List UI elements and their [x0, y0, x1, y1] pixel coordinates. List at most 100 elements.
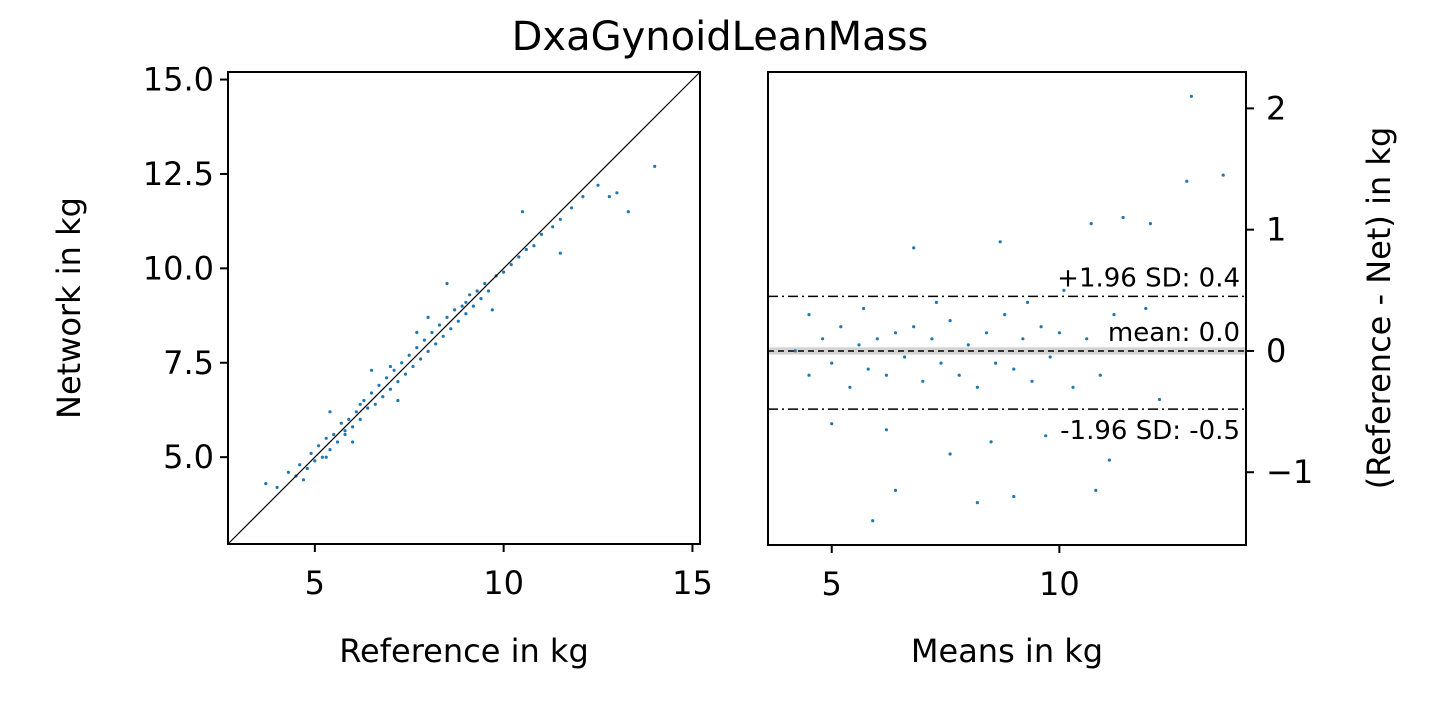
bland-altman-point — [830, 361, 834, 365]
mean-label: mean: 0.0 — [1108, 318, 1240, 348]
scatter-x-tick-label: 10 — [483, 564, 524, 602]
upper-loa-label: +1.96 SD: 0.4 — [1057, 263, 1240, 293]
bland-altman-point — [1094, 488, 1098, 492]
bland-altman-point — [1185, 179, 1189, 183]
scatter-point — [441, 334, 445, 338]
bland-altman-point — [1071, 385, 1075, 389]
bland-altman-x-ticks: 5 10 — [822, 545, 1080, 603]
scatter-point — [468, 293, 472, 297]
scatter-x-tick-label: 15 — [672, 564, 713, 602]
scatter-point — [351, 425, 355, 429]
scatter-point — [403, 372, 408, 376]
scatter-point — [581, 195, 585, 199]
bland-altman-point — [994, 361, 998, 365]
scatter-panel: 5 10 15 5.0 7.5 10.0 12.5 15.0 Reference in kg… — [50, 61, 713, 670]
scatter-point — [426, 315, 430, 319]
scatter-point — [453, 308, 457, 312]
scatter-point — [437, 323, 442, 327]
bland-altman-point — [875, 337, 879, 341]
bland-altman-point — [807, 313, 811, 317]
scatter-point — [524, 247, 528, 252]
bland-altman-point — [857, 343, 861, 347]
bland-altman-point — [984, 331, 989, 335]
bland-altman-point — [912, 246, 916, 250]
bland-altman-point — [830, 422, 834, 426]
scatter-x-ticks: 5 10 15 — [305, 544, 713, 602]
scatter-point — [490, 308, 494, 312]
scatter-y-ticks: 5.0 7.5 10.0 12.5 15.0 — [143, 61, 228, 476]
bland-altman-y-tick-label: 2 — [1266, 89, 1286, 127]
scatter-point — [551, 225, 555, 229]
scatter-point — [264, 482, 268, 486]
bland-altman-point — [1189, 94, 1193, 98]
scatter-x-tick-label: 5 — [305, 564, 325, 602]
bland-altman-point — [1144, 306, 1148, 311]
scatter-point — [460, 304, 464, 308]
bland-altman-point — [989, 440, 993, 444]
bland-altman-point — [1062, 288, 1066, 292]
scatter-point — [332, 432, 336, 437]
scatter-point — [275, 485, 279, 489]
scatter-point — [464, 300, 468, 304]
scatter-point — [354, 410, 358, 414]
scatter-point — [539, 232, 544, 236]
scatter-point — [358, 417, 362, 421]
scatter-point — [509, 263, 513, 267]
bland-altman-point — [1107, 458, 1111, 462]
bland-altman-points — [793, 94, 1225, 523]
scatter-point — [456, 319, 460, 323]
scatter-point — [358, 402, 362, 406]
bland-altman-point — [1012, 494, 1016, 499]
bland-altman-point — [821, 337, 825, 341]
scatter-point — [396, 398, 400, 403]
bland-altman-point — [1044, 434, 1048, 438]
scatter-point — [366, 406, 370, 410]
bland-altman-y-tick-label: 0 — [1266, 332, 1286, 370]
bland-altman-point — [793, 349, 797, 353]
scatter-point — [301, 478, 306, 482]
bland-altman-point — [998, 240, 1002, 244]
bland-altman-point — [862, 306, 866, 311]
mean-band — [768, 347, 1246, 355]
bland-altman-point — [893, 331, 898, 335]
bland-altman-y-label: (Reference - Net) in kg — [1360, 127, 1398, 490]
scatter-point — [373, 402, 377, 406]
scatter-point — [607, 195, 612, 199]
bland-altman-point — [884, 428, 889, 432]
scatter-point — [626, 210, 630, 214]
scatter-y-tick-label: 10.0 — [143, 249, 214, 287]
scatter-point — [520, 210, 525, 214]
scatter-point — [320, 455, 324, 459]
bland-altman-point — [1112, 313, 1116, 317]
scatter-point — [407, 353, 411, 357]
scatter-point — [377, 383, 381, 387]
scatter-point — [596, 183, 600, 187]
scatter-points — [264, 164, 657, 489]
bland-altman-x-tick-label: 5 — [822, 565, 842, 603]
scatter-point — [411, 364, 415, 369]
scatter-point — [317, 444, 321, 448]
bland-altman-point — [975, 385, 980, 389]
scatter-point — [388, 364, 392, 369]
figure-title: DxaGynoidLeanMass — [512, 14, 929, 60]
scatter-point — [502, 270, 506, 274]
bland-altman-x-tick-label: 10 — [1039, 565, 1080, 603]
bland-altman-point — [1157, 397, 1162, 402]
scatter-point — [286, 470, 290, 474]
scatter-y-tick-label: 7.5 — [163, 344, 214, 382]
scatter-point — [328, 448, 332, 452]
scatter-point — [347, 417, 351, 421]
scatter-point — [434, 342, 438, 346]
bland-altman-point — [966, 343, 970, 347]
scatter-point — [422, 338, 426, 342]
scatter-point — [430, 330, 434, 335]
scatter-point — [471, 304, 475, 308]
bland-altman-point — [948, 452, 952, 456]
bland-altman-point — [957, 373, 961, 377]
bland-altman-point — [1057, 331, 1061, 335]
bland-altman-point — [1012, 367, 1016, 371]
bland-altman-point — [930, 337, 934, 341]
scatter-point — [309, 451, 313, 455]
bland-altman-y-tick-label: −1 — [1266, 453, 1313, 491]
